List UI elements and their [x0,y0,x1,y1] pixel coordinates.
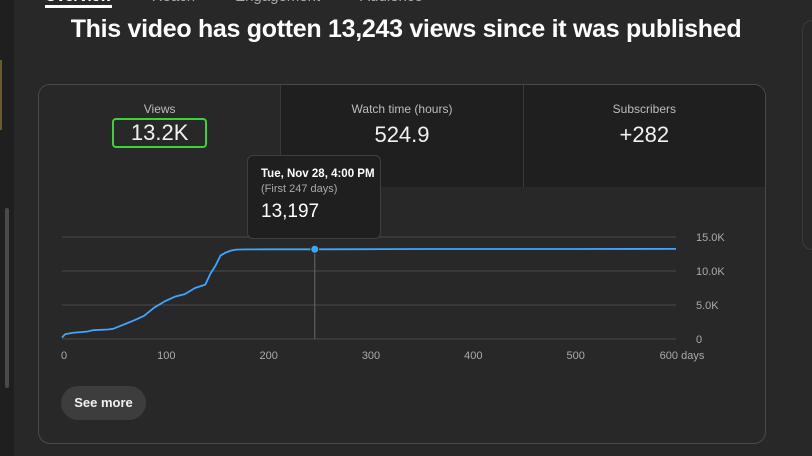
metric-tabs: Views 13.2K Watch time (hours) 524.9 Sub… [39,85,765,187]
y-tick-label: 15.0K [696,232,725,244]
views-series-line [61,248,677,339]
highlight-point [310,244,320,254]
y-tick-label: 0 [696,334,702,346]
tooltip-date: Tue, Nov 28, 4:00 PM [261,168,375,180]
page-headline: This video has gotten 13,243 views since… [70,15,742,43]
scrollbar-thumb[interactable] [5,208,9,388]
metric-value: 13.2K [111,118,208,148]
tab-engagement[interactable]: Engagement [235,0,320,8]
x-tick-label: 400 [464,350,482,362]
metric-label: Views [143,102,176,116]
x-tick-label: 600 days [660,350,705,362]
y-tick-label: 5.0K [696,300,719,312]
chart-svg: 15.0K 10.0K 5.0K 0 0 100 200 300 400 500 600 days [61,232,725,362]
see-more-button[interactable]: See more [61,386,146,420]
views-chart[interactable]: 15.0K 10.0K 5.0K 0 0 100 200 300 400 500 600 days [39,187,765,443]
rail-indicator [0,60,2,130]
x-tick-label: 300 [362,350,380,362]
tab-audience[interactable]: Audience [360,0,423,8]
metrics-card: Views 13.2K Watch time (hours) 524.9 Sub… [38,84,766,444]
metric-subscribers[interactable]: Subscribers +282 [522,85,765,187]
tooltip-subtitle: (First 247 days) [261,183,338,195]
tab-overview[interactable]: Overview [45,0,112,8]
metric-value: +282 [619,122,670,147]
tab-reach[interactable]: Reach [152,0,195,8]
side-card-edge [802,20,812,250]
tab-bar: Overview Reach Engagement Audience [45,0,423,8]
x-tick-label: 500 [566,350,584,362]
left-scroll-rail [0,0,14,456]
x-tick-label: 200 [259,350,277,362]
metric-value: 524.9 [374,122,430,147]
x-tick-label: 100 [157,350,175,362]
chart-tooltip: Tue, Nov 28, 4:00 PM (First 247 days) 13… [247,155,381,239]
x-tick-label: 0 [61,350,67,362]
metric-views[interactable]: Views 13.2K [39,85,281,187]
y-tick-label: 10.0K [696,266,725,278]
tooltip-value: 13,197 [261,201,320,222]
metric-label: Watch time (hours) [351,102,453,116]
metric-label: Subscribers [612,102,676,116]
